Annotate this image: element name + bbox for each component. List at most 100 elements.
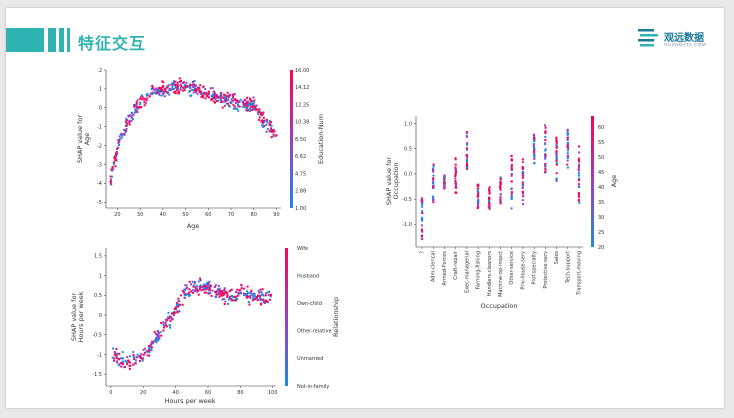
data-point: [257, 108, 260, 111]
data-point: [488, 191, 491, 194]
data-point: [218, 287, 221, 290]
data-point: [111, 356, 114, 359]
data-point: [174, 80, 177, 83]
data-point: [420, 216, 423, 219]
data-point: [129, 355, 132, 358]
data-point: [224, 300, 227, 303]
data-point: [134, 108, 137, 111]
data-point: [466, 166, 469, 169]
data-point: [176, 81, 179, 84]
data-point: [160, 334, 163, 337]
data-point: [134, 362, 137, 365]
data-point: [150, 92, 153, 95]
data-point: [142, 348, 145, 351]
data-point: [510, 166, 513, 169]
data-point: [133, 358, 136, 361]
y-tick-label: -1: [97, 352, 102, 358]
data-point: [533, 149, 536, 152]
data-point: [199, 285, 202, 288]
y-tick-label: 0: [99, 106, 102, 112]
data-point: [148, 344, 151, 347]
data-point: [252, 106, 255, 109]
brand-logo: 观远数据 GUANDATA.COM: [636, 26, 716, 56]
data-point: [169, 319, 172, 322]
data-point: [566, 137, 569, 140]
data-point: [510, 163, 513, 166]
data-point: [231, 99, 234, 102]
data-point: [263, 301, 266, 304]
data-point: [140, 95, 143, 98]
x-tick-label: 50: [182, 212, 188, 218]
data-point: [158, 91, 161, 94]
data-point: [232, 95, 235, 98]
data-point: [196, 290, 199, 293]
data-point: [465, 158, 468, 161]
data-point: [207, 281, 210, 284]
data-point: [183, 293, 186, 296]
data-point: [221, 96, 224, 99]
data-point: [185, 284, 188, 287]
data-point: [176, 305, 179, 308]
data-point: [132, 354, 135, 357]
data-point: [190, 283, 193, 286]
data-point: [225, 292, 228, 295]
data-point: [165, 319, 168, 322]
data-point: [187, 85, 190, 88]
data-point: [157, 332, 160, 335]
data-point: [432, 184, 435, 187]
data-point: [544, 131, 547, 134]
data-point: [204, 93, 207, 96]
data-point: [124, 129, 127, 132]
data-point: [246, 100, 249, 103]
data-point: [250, 108, 253, 111]
data-point: [510, 191, 513, 194]
data-point: [113, 353, 116, 356]
data-point: [135, 101, 138, 104]
data-point: [533, 137, 536, 140]
data-point: [577, 199, 580, 202]
data-point: [510, 207, 513, 210]
data-point: [130, 114, 133, 117]
y-tick-label: -1.0: [402, 222, 412, 228]
data-point: [532, 133, 535, 136]
data-point: [454, 168, 457, 171]
data-point: [544, 148, 547, 151]
data-point: [194, 89, 197, 92]
data-point: [192, 289, 195, 292]
data-point: [122, 133, 125, 136]
data-point: [223, 287, 226, 290]
data-point: [109, 178, 112, 181]
data-point: [265, 123, 268, 126]
data-point: [162, 90, 165, 93]
data-point: [236, 288, 239, 291]
data-point: [155, 333, 158, 336]
data-point: [174, 92, 177, 95]
data-point: [211, 289, 214, 292]
data-point: [268, 123, 271, 126]
data-point: [250, 291, 253, 294]
data-point: [555, 163, 558, 166]
data-point: [121, 134, 124, 137]
data-point: [443, 183, 446, 186]
data-point: [173, 91, 176, 94]
data-point: [246, 285, 249, 288]
data-point: [125, 127, 128, 130]
data-point: [253, 295, 256, 298]
x-tick-label: Sales: [554, 251, 560, 265]
data-point: [465, 148, 468, 151]
data-point: [132, 351, 135, 354]
data-point: [172, 87, 175, 90]
data-point: [130, 116, 133, 119]
data-point: [566, 139, 569, 142]
data-point: [220, 292, 223, 295]
data-point: [262, 122, 265, 125]
data-point: [251, 104, 254, 107]
data-point: [215, 293, 218, 296]
y-axis-label-1: SHAP value for: [385, 157, 393, 206]
data-point: [253, 107, 256, 110]
data-point: [129, 364, 132, 367]
data-point: [533, 143, 536, 146]
data-point: [555, 151, 558, 154]
data-point: [211, 95, 214, 98]
data-point: [212, 100, 215, 103]
